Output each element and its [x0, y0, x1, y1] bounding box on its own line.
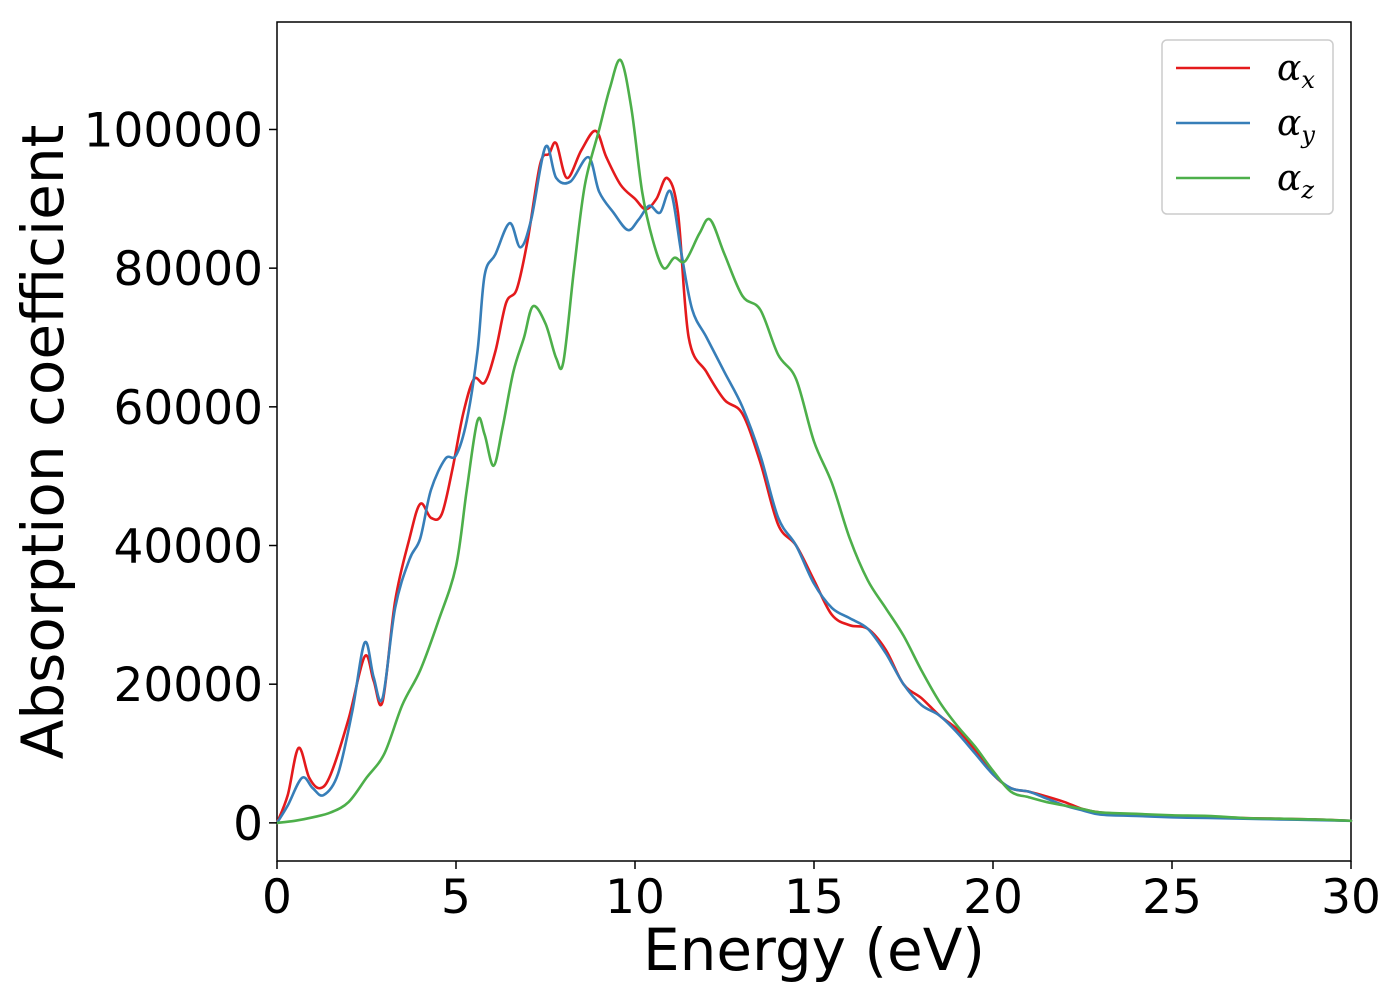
x-tick-label: 15	[784, 870, 844, 925]
y-tick-label: 60000	[113, 381, 263, 436]
y-axis-ticks: 0 20000 40000 60000 80000 100000	[84, 103, 277, 852]
legend-subscript: y	[1300, 121, 1315, 149]
legend-label-y: αy	[1277, 103, 1315, 149]
legend-subscript: z	[1300, 176, 1314, 204]
x-tick-label: 20	[963, 870, 1023, 925]
series-line-y	[275, 144, 1353, 825]
x-tick-label: 5	[441, 870, 471, 925]
x-tick-label: 0	[262, 870, 292, 925]
x-tick-label: 30	[1321, 870, 1381, 925]
x-tick-label: 25	[1142, 870, 1202, 925]
y-axis-title: Absorption coefficient	[9, 125, 77, 760]
legend-label-z: αz	[1277, 158, 1314, 204]
y-tick-label: 20000	[113, 658, 263, 713]
x-axis-title: Energy (eV)	[643, 916, 985, 984]
x-axis-ticks: 0 5 10 15 20 25 30	[262, 861, 1381, 925]
legend-frame	[1161, 39, 1334, 215]
series-line-z	[275, 58, 1353, 825]
y-tick-label: 100000	[84, 103, 263, 158]
legend-subscript: x	[1301, 66, 1315, 94]
y-tick-label: 40000	[113, 520, 263, 575]
series-layer	[275, 58, 1353, 825]
y-tick-label: 80000	[113, 242, 263, 297]
x-tick-label: 10	[605, 870, 665, 925]
y-tick-label: 0	[233, 797, 263, 852]
